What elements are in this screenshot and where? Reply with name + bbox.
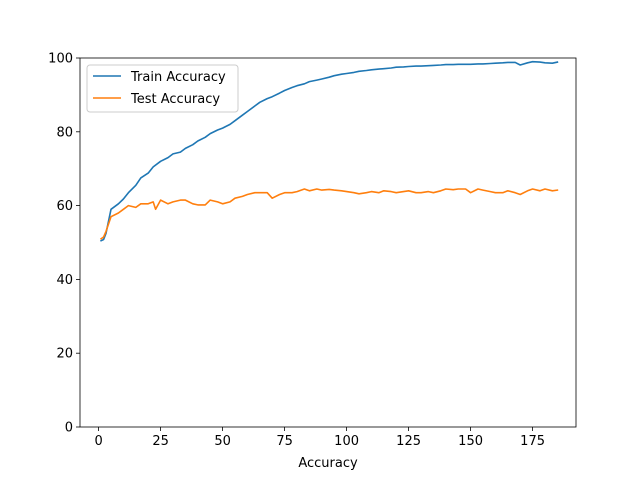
y-tick-label: 20 bbox=[56, 347, 73, 362]
x-tick-label: 175 bbox=[520, 434, 545, 449]
y-tick-label: 60 bbox=[56, 199, 73, 214]
x-tick-label: 0 bbox=[94, 434, 102, 449]
x-tick-label: 125 bbox=[396, 434, 421, 449]
x-axis-label: Accuracy bbox=[298, 456, 358, 471]
axes-frame bbox=[79, 57, 577, 428]
y-tick-label: 0 bbox=[65, 421, 73, 436]
x-tick-label: 75 bbox=[276, 434, 293, 449]
x-tick-label: 150 bbox=[458, 434, 483, 449]
y-tick-label: 100 bbox=[48, 52, 73, 67]
x-tick-label: 100 bbox=[334, 434, 359, 449]
legend: Train Accuracy Test Accuracy bbox=[86, 64, 239, 113]
y-ticks: 0 20 40 60 80 100 bbox=[48, 52, 80, 436]
legend-box bbox=[86, 64, 239, 113]
series-line-1 bbox=[99, 188, 559, 240]
y-tick-label: 80 bbox=[56, 125, 73, 140]
series-line-0 bbox=[100, 60, 559, 242]
plot-lines bbox=[99, 60, 559, 242]
legend-label-train: Train Accuracy bbox=[130, 70, 226, 85]
x-tick-label: 25 bbox=[152, 434, 169, 449]
x-tick-label: 50 bbox=[214, 434, 231, 449]
y-tick-label: 40 bbox=[56, 273, 73, 288]
legend-label-test: Test Accuracy bbox=[130, 92, 220, 107]
x-ticks: 0 25 50 75 100 125 150 175 bbox=[94, 427, 545, 449]
